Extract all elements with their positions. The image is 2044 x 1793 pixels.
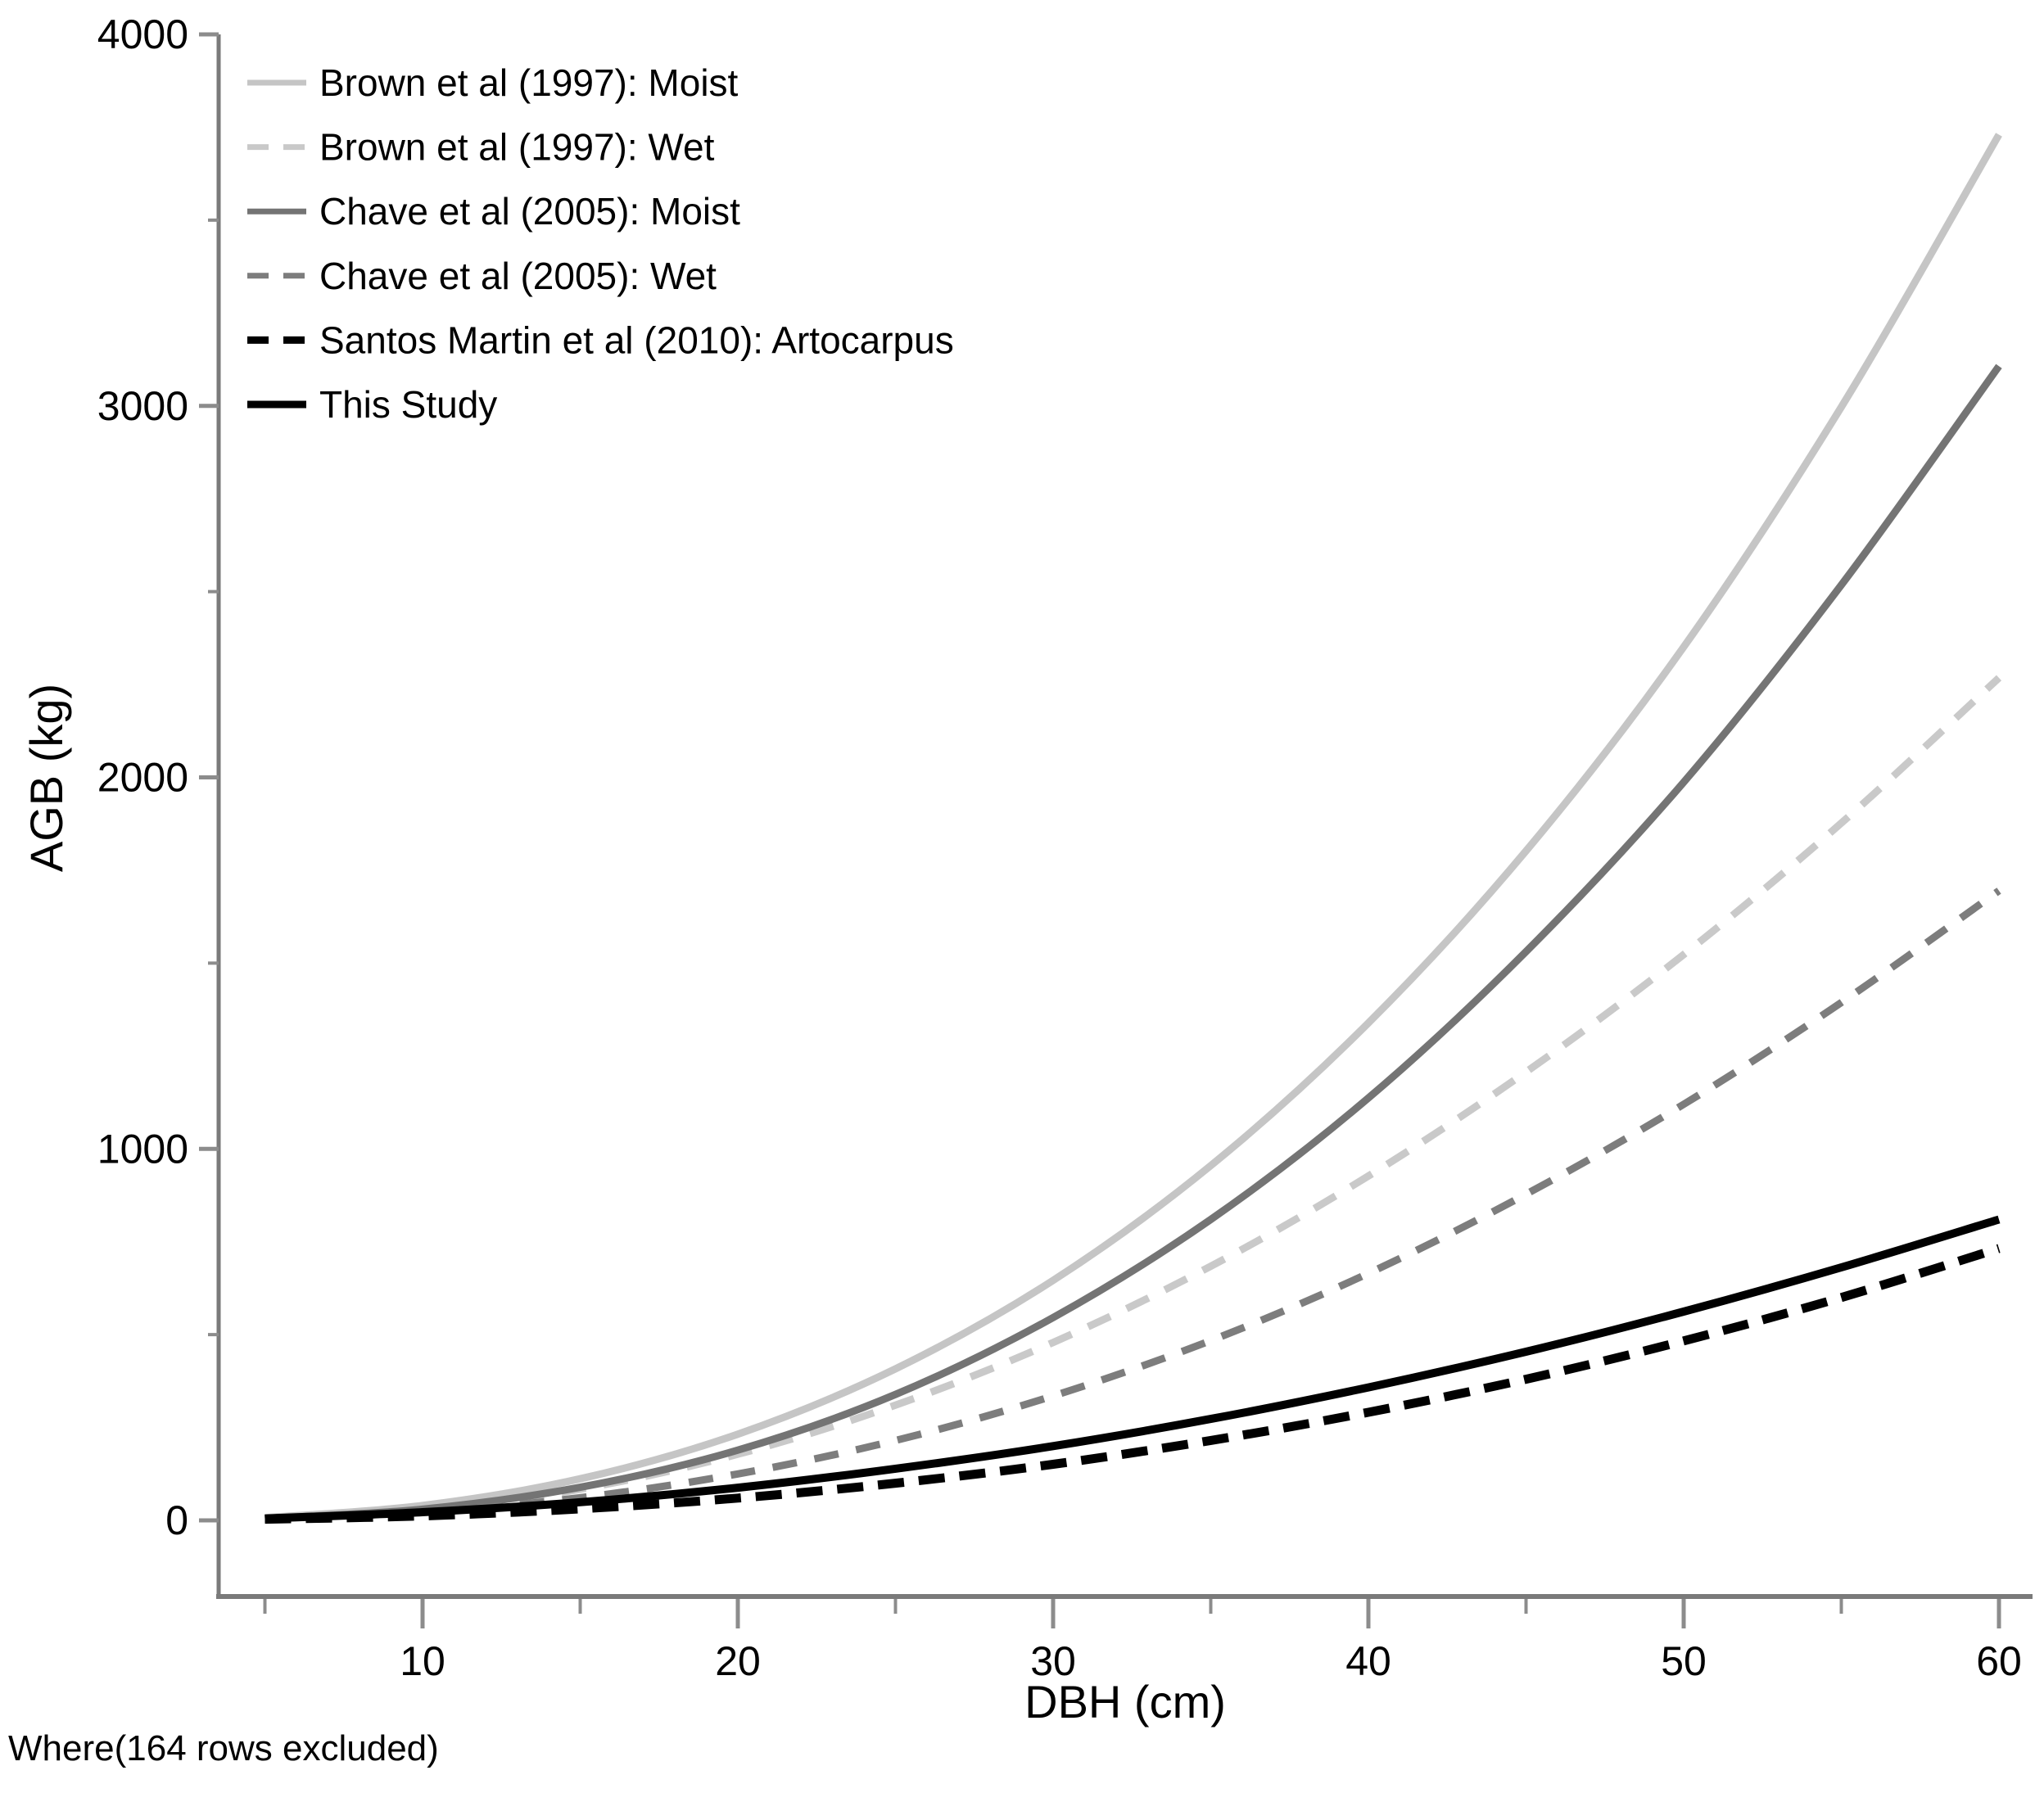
x-tick-label: 50 (1661, 1638, 1707, 1684)
legend-label: Brown et al (1997): Wet (319, 126, 715, 169)
legend-label: Chave et al (2005): Moist (319, 190, 740, 233)
y-tick-label: 2000 (97, 755, 188, 801)
legend-item[interactable]: Chave et al (2005): Moist (247, 190, 740, 233)
x-tick-label: 20 (715, 1638, 761, 1684)
series-curve-5[interactable] (265, 1215, 2001, 1523)
y-tick-label: 3000 (97, 383, 188, 429)
legend-item[interactable]: Chave et al (2005): Wet (247, 255, 717, 297)
x-tick-label: 30 (1030, 1638, 1076, 1684)
series-curve-1[interactable] (265, 675, 2002, 1523)
x-tick-label: 60 (1976, 1638, 2022, 1684)
x-axis-title: DBH (cm) (1024, 1676, 1226, 1728)
x-tick-label: 40 (1345, 1638, 1391, 1684)
series-curve-4[interactable] (265, 1244, 2001, 1524)
y-tick-label: 1000 (97, 1126, 188, 1172)
legend-item[interactable]: This Study (247, 383, 497, 426)
legend-item[interactable]: Brown et al (1997): Wet (247, 126, 715, 169)
y-tick-label: 4000 (97, 11, 188, 57)
x-tick-label: 10 (400, 1638, 445, 1684)
series-curve-2[interactable] (265, 364, 2002, 1523)
series-curve-3[interactable] (265, 887, 2001, 1523)
y-axis-title: AGB (kg) (20, 684, 72, 872)
legend-label: Chave et al (2005): Wet (319, 255, 717, 297)
legend-label: This Study (319, 383, 497, 426)
legend: Brown et al (1997): Moist Brown et al (19… (247, 61, 954, 426)
series-curve-0[interactable] (265, 133, 2002, 1522)
legend-item[interactable]: Santos Martin et al (2010): Artocarpus (247, 318, 954, 361)
series-lines[interactable] (265, 133, 2002, 1524)
y-tick-label: 0 (165, 1497, 188, 1543)
legend-item[interactable]: Brown et al (1997): Moist (247, 61, 739, 104)
axes: 0 1000 2000 3000 4000 10 20 30 40 50 60 (97, 11, 2033, 1684)
footnote: Where(164 rows excluded) (8, 1728, 439, 1768)
legend-label: Brown et al (1997): Moist (319, 61, 739, 104)
legend-label: Santos Martin et al (2010): Artocarpus (319, 318, 954, 361)
